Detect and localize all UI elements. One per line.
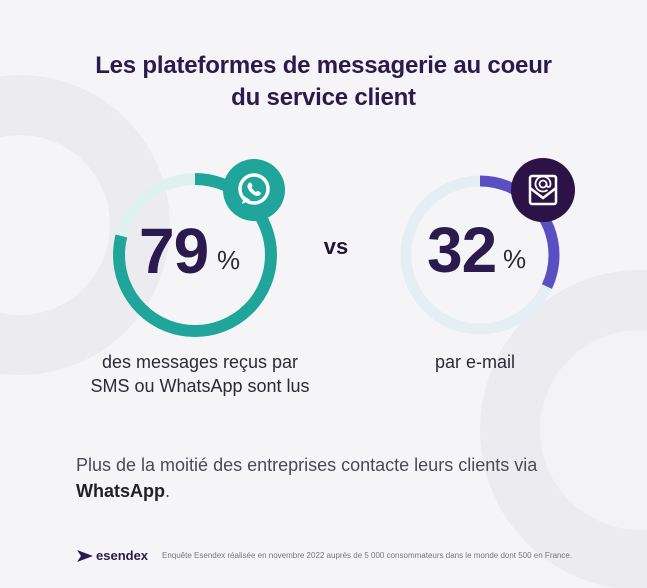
bottom-statement: Plus de la moitié des entreprises contac… [76, 452, 546, 504]
gauge-arc-left [113, 173, 277, 337]
whatsapp-caption-line-2: SMS ou WhatsApp sont lus [90, 376, 310, 396]
whatsapp-percentage-unit: % [217, 245, 241, 275]
whatsapp-icon [238, 173, 270, 205]
bottom-statement-bold: WhatsApp [76, 481, 165, 501]
email-caption: par e-mail [395, 350, 555, 374]
footer-note: Enquête Esendex réalisée en novembre 202… [162, 551, 573, 560]
esendex-arrow-icon [77, 549, 93, 562]
versus-label: vs [323, 234, 349, 259]
bottom-statement-end: . [165, 481, 171, 501]
email-percentage-value: 32 [427, 214, 497, 286]
esendex-logo: esendex [77, 548, 148, 563]
email-badge [511, 158, 575, 222]
title-line-1: Les plateformes de messagerie au coeur [95, 52, 552, 79]
gauge-ring-left [113, 173, 277, 337]
esendex-brand-text: esendex [96, 548, 149, 563]
title-line-2: du service client [231, 84, 416, 111]
gauge-arc-right [400, 175, 560, 335]
email-percentage-unit: % [503, 244, 527, 274]
gauge-ring-right [400, 175, 560, 335]
email-icon [528, 174, 558, 206]
bottom-statement-text: Plus de la moitié des entreprises contac… [76, 455, 538, 475]
email-stat-gauge: 32 % [393, 158, 575, 342]
whatsapp-percentage-value: 79 [139, 215, 209, 287]
page-title: Les plateformes de messagerie au coeur d… [0, 50, 647, 114]
whatsapp-stat-gauge: 79 % [105, 159, 285, 345]
whatsapp-badge [223, 159, 285, 221]
whatsapp-caption-line-1: des messages reçus par [101, 352, 299, 372]
email-caption-line-1: par e-mail [434, 352, 516, 372]
whatsapp-caption: des messages reçus par SMS ou WhatsApp s… [60, 350, 340, 398]
